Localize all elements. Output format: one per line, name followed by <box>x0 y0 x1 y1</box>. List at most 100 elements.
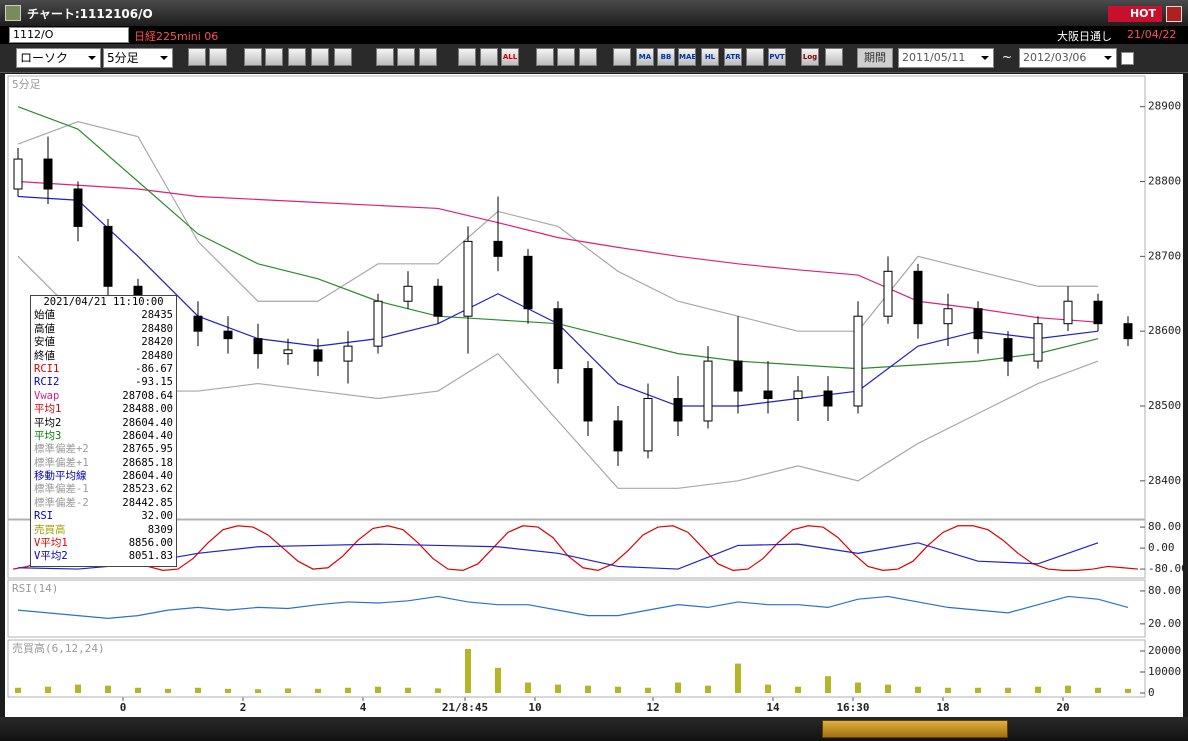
volume-bar <box>465 648 471 693</box>
info-label: 標準偏差-1 <box>34 483 89 496</box>
interval-select[interactable]: 5分足 <box>103 48 173 68</box>
tool-button[interactable] <box>209 48 227 66</box>
panel-title: 5分足 <box>12 78 41 91</box>
tool-button[interactable] <box>311 48 329 66</box>
indicator-button[interactable]: ATR <box>724 48 742 66</box>
indicator-button[interactable]: MAE <box>678 48 696 66</box>
y-tick-label: 10000 <box>1148 665 1181 678</box>
tool-button[interactable] <box>334 48 352 66</box>
y-tick-label: 28500 <box>1148 399 1181 412</box>
y-tick-label: 0.00 <box>1148 541 1175 554</box>
symbol-bar: 1112/O 日経225mini 06 大阪日通し 21/04/22 <box>0 26 1188 44</box>
info-label: 平均2 <box>34 416 62 429</box>
tool-button[interactable] <box>825 48 843 66</box>
tool-button[interactable] <box>288 48 306 66</box>
info-datetime: 2021/04/21 11:10:00 <box>43 296 164 308</box>
x-tick-label: 10 <box>528 701 541 714</box>
volume-bar <box>255 689 261 693</box>
tool-button[interactable] <box>746 48 764 66</box>
x-tick-label: 16:30 <box>836 701 869 714</box>
info-value: 28488.00 <box>122 403 173 416</box>
series-line <box>17 121 1098 332</box>
info-row: 始値 28435 <box>31 309 176 322</box>
panel <box>7 639 1146 698</box>
zoom-button[interactable] <box>188 48 206 66</box>
y-tick-label: -80.00 <box>1148 562 1188 575</box>
info-label: RCI1 <box>34 362 60 375</box>
tool-button[interactable] <box>397 48 415 66</box>
info-value: 28708.64 <box>122 389 173 402</box>
info-label: 安値 <box>34 336 55 349</box>
close-button[interactable] <box>1166 6 1182 22</box>
period-button[interactable]: 期間 <box>857 48 893 68</box>
indicator-button[interactable]: PVT <box>768 48 786 66</box>
tool-button[interactable] <box>265 48 283 66</box>
overview-scrollbar[interactable] <box>0 717 1188 741</box>
candle-body <box>823 390 833 407</box>
info-label: RCI2 <box>34 376 60 389</box>
market-date: 21/04/22 <box>1127 28 1177 41</box>
info-value: 8309 <box>147 523 173 536</box>
info-label: 標準偏差+1 <box>34 456 89 469</box>
info-row: 移動平均線 28604.40 <box>31 470 176 483</box>
start-date-input[interactable]: 2011/05/11 <box>898 48 994 68</box>
info-row: 平均1 28488.00 <box>31 403 176 416</box>
indicator-button[interactable]: MA <box>636 48 654 66</box>
tool-button[interactable] <box>244 48 262 66</box>
candle-body <box>1093 300 1103 325</box>
info-row: 終値 28480 <box>31 350 176 363</box>
candle-body <box>283 349 293 355</box>
tool-button[interactable] <box>536 48 554 66</box>
info-row: RCI2 -93.15 <box>31 376 176 389</box>
candle-body <box>373 300 383 347</box>
candle-body <box>523 255 533 310</box>
candle-body <box>313 349 323 362</box>
y-tick-label: 28400 <box>1148 474 1181 487</box>
volume-bar <box>165 688 171 693</box>
candle-body <box>733 360 743 392</box>
candle-body <box>943 308 953 325</box>
volume-bar <box>765 684 771 693</box>
market-name: 大阪日通し <box>1057 30 1112 43</box>
series-line <box>12 525 1139 572</box>
volume-bar <box>495 667 501 693</box>
indicator-button[interactable]: HL <box>701 48 719 66</box>
volume-bar <box>615 686 621 693</box>
info-label: V平均1 <box>34 537 68 550</box>
y-tick-label: 28600 <box>1148 324 1181 337</box>
candle-body <box>913 270 923 325</box>
panel-plot <box>13 106 1133 489</box>
chart-style-select[interactable]: ローソク <box>16 48 101 68</box>
tool-button[interactable] <box>613 48 631 66</box>
volume-bar <box>345 687 351 693</box>
info-value: 28435 <box>141 309 173 322</box>
tool-button[interactable] <box>480 48 498 66</box>
scroll-thumb[interactable] <box>822 720 1008 738</box>
symbol-input[interactable]: 1112/O <box>9 27 129 43</box>
checkbox[interactable] <box>1121 52 1134 65</box>
end-date-input[interactable]: 2012/03/06 <box>1019 48 1117 68</box>
tool-button[interactable] <box>458 48 476 66</box>
info-label: 高値 <box>34 322 55 335</box>
tool-button[interactable] <box>419 48 437 66</box>
hot-button[interactable]: HOT <box>1108 6 1162 22</box>
panel-title: RSI(14) <box>12 582 58 595</box>
volume-bar <box>705 685 711 693</box>
volume-bar <box>675 682 681 693</box>
volume-bar <box>45 686 51 693</box>
app-icon <box>5 5 21 21</box>
volume-bar <box>585 685 591 693</box>
candle-body <box>1063 300 1073 325</box>
tool-button[interactable] <box>557 48 575 66</box>
tool-button[interactable] <box>376 48 394 66</box>
volume-bar <box>405 687 411 693</box>
info-row: RSI 32.00 <box>31 510 176 523</box>
tool-button[interactable] <box>579 48 597 66</box>
candle-body <box>703 360 713 422</box>
x-tick-label: 20 <box>1056 701 1069 714</box>
volume-bar <box>315 688 321 693</box>
indicator-button[interactable]: BB <box>657 48 675 66</box>
log-button[interactable]: Log <box>801 48 819 66</box>
info-row: 標準偏差-2 28442.85 <box>31 497 176 510</box>
indicator-button[interactable]: ALL <box>501 48 519 66</box>
